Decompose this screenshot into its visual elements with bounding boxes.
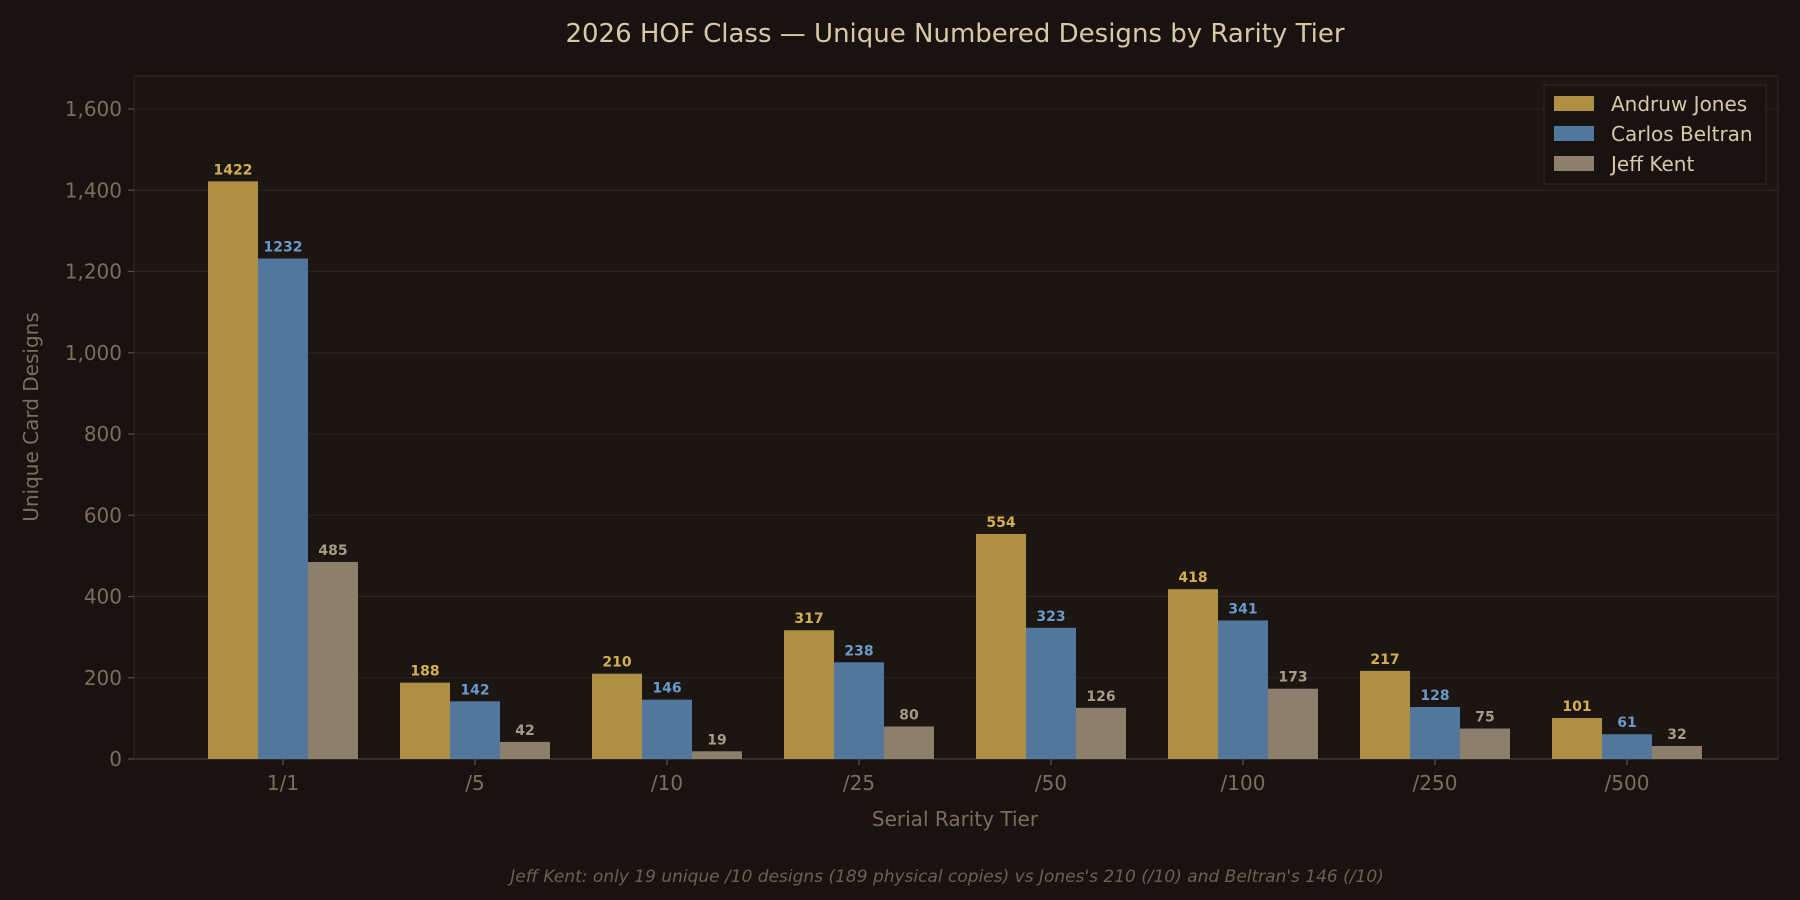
x-tick-label: /25 [843,771,875,795]
data-label: 42 [515,723,534,739]
bar [1218,620,1268,759]
y-axis: 0 200 400 600 800 1,000 1,200 1,400 1,600 [65,97,134,771]
bar [1652,746,1702,759]
x-tick-label: /5 [465,771,484,795]
legend-label: Andruw Jones [1611,92,1747,116]
x-tick-label: 1/1 [267,771,299,795]
chart-title: 2026 HOF Class — Unique Numbered Designs… [565,19,1344,49]
y-axis-title: Unique Card Designs [19,312,43,522]
x-tick-label: /250 [1413,771,1458,795]
legend-swatch [1554,96,1594,111]
y-tick-label: 1,600 [65,97,122,121]
data-label: 317 [794,611,823,627]
bar [1168,589,1218,759]
bar [1026,627,1076,759]
bar [258,258,308,759]
bar [1360,670,1410,759]
bar [1268,688,1318,759]
bar [976,533,1026,759]
legend: Andruw Jones Carlos Beltran Jeff Kent [1543,84,1767,185]
x-tick-label: /500 [1605,771,1650,795]
data-label: 217 [1370,652,1399,668]
bar-series [208,181,1702,759]
bar [450,701,500,759]
x-axis: 1/1/5/10/25/50/100/250/500 [267,759,1650,795]
bar [692,751,742,759]
data-label: 32 [1667,727,1686,743]
bar [1076,707,1126,759]
data-label: 126 [1086,689,1115,705]
plot-area [133,75,1779,760]
bar [1460,728,1510,759]
data-label: 554 [986,515,1015,531]
y-tick-label: 200 [84,666,122,690]
data-label: 238 [844,643,873,659]
data-label: 75 [1475,710,1494,726]
data-label: 173 [1278,670,1307,686]
y-tick-label: 600 [84,503,122,527]
data-labels: 1422 1232 485 188 142 42 210 146 19 317 238 80 554 32… [214,162,1687,748]
x-tick-label: /100 [1221,771,1266,795]
data-label: 323 [1036,609,1065,625]
data-label: 80 [899,708,919,724]
legend-label: Carlos Beltran [1611,122,1753,146]
data-label: 142 [460,682,489,698]
bar [500,741,550,759]
bar [884,726,934,759]
chart-annotation: Jeff Kent: only 19 unique /10 designs (1… [507,867,1384,887]
y-tick-label: 1,400 [65,178,122,202]
data-label: 61 [1617,715,1636,731]
bar [642,699,692,759]
legend-swatch [1554,156,1594,171]
data-label: 146 [652,681,681,697]
bar [784,630,834,759]
x-tick-label: /50 [1035,771,1067,795]
bar [834,662,884,759]
data-label: 210 [602,655,631,671]
data-label: 128 [1420,688,1449,704]
x-axis-title: Serial Rarity Tier [872,807,1039,831]
data-label: 1232 [264,240,303,256]
legend-swatch [1554,126,1594,141]
y-tick-label: 800 [84,422,122,446]
bar [308,561,358,759]
x-tick-label: /10 [651,771,683,795]
y-tick-label: 0 [109,747,122,771]
y-tick-label: 1,000 [65,341,122,365]
data-label: 19 [707,732,726,748]
bar [1602,734,1652,759]
data-label: 188 [410,664,439,680]
legend-label: Jeff Kent [1609,152,1694,176]
y-tick-label: 1,200 [65,260,122,284]
data-label: 485 [318,543,347,559]
bar [592,673,642,759]
bar [1552,717,1602,759]
bar [1410,707,1460,759]
data-label: 341 [1228,601,1257,617]
data-label: 418 [1178,570,1207,586]
data-label: 1422 [214,162,253,178]
data-label: 101 [1562,699,1591,715]
bar [208,181,258,759]
bar [400,682,450,759]
y-tick-label: 400 [84,585,122,609]
